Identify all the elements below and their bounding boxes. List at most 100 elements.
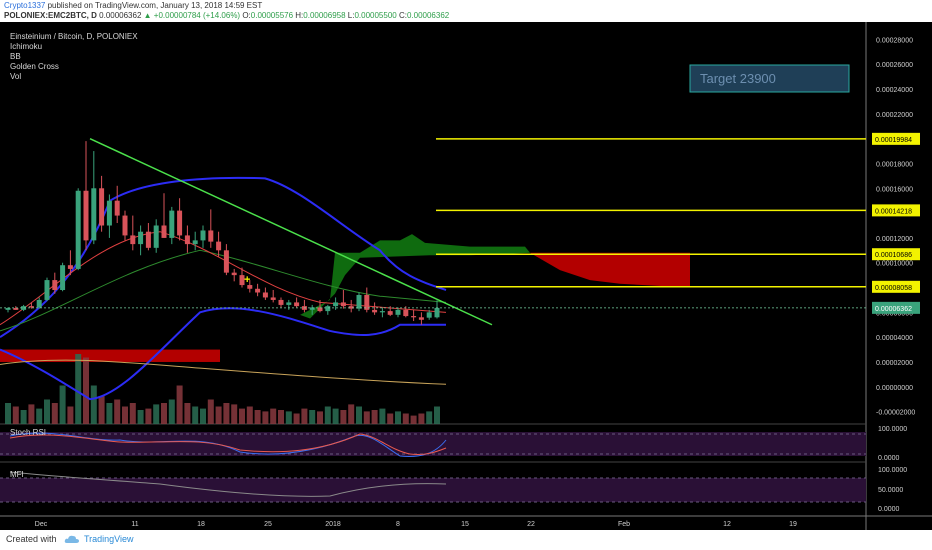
mfi-tick: 0.0000 bbox=[878, 506, 900, 513]
volume-bar bbox=[309, 410, 316, 424]
volume-bar bbox=[137, 410, 144, 424]
x-tick-label: Dec bbox=[35, 521, 48, 528]
candle-body bbox=[192, 240, 198, 245]
close-label: C: bbox=[398, 11, 407, 20]
x-tick-label: 19 bbox=[789, 521, 797, 528]
high-value: 0.00006958 bbox=[303, 11, 346, 20]
price-change: +0.00000784 (+14.06%) bbox=[153, 11, 241, 20]
volume-bar bbox=[262, 411, 269, 424]
volume-bar bbox=[129, 403, 136, 424]
ichimoku-cloud-old bbox=[0, 349, 220, 362]
candle-body bbox=[36, 299, 42, 308]
y-tick-label: 0.00000000 bbox=[876, 385, 913, 392]
price-level-label: 0.00019984 bbox=[875, 137, 912, 144]
price-level-tag bbox=[872, 204, 920, 217]
candle-body bbox=[387, 311, 393, 315]
volume-bar bbox=[285, 411, 292, 424]
publish-line: Crypto1337 published on TradingView.com,… bbox=[4, 1, 262, 10]
volume-bar bbox=[356, 406, 362, 424]
candle-body bbox=[294, 302, 300, 307]
high-label: H: bbox=[295, 11, 304, 20]
volume-bar bbox=[379, 408, 386, 424]
candle-body bbox=[255, 288, 261, 293]
volume-bar bbox=[317, 411, 323, 424]
mfi-line bbox=[9, 471, 447, 497]
candle-body bbox=[138, 231, 144, 245]
y-tick-label: 0.00018000 bbox=[876, 161, 913, 168]
y-tick-label: 0.00012000 bbox=[876, 236, 913, 243]
up-arrow-icon: ▲ bbox=[143, 11, 152, 20]
price-level-label: 0.00008058 bbox=[875, 285, 912, 292]
open-value: 0.00005576 bbox=[250, 11, 294, 20]
footer: Created with TradingView bbox=[0, 530, 932, 550]
legend-title: Einsteinium / Bitcoin, D, POLONIEX bbox=[10, 32, 138, 41]
last-price-label: 0.00006362 bbox=[875, 306, 912, 313]
candle-body bbox=[106, 200, 112, 226]
mfi-band bbox=[0, 478, 866, 502]
ohlc-line: POLONIEX:EMC2BTC, D 0.00006362 ▲ +0.0000… bbox=[4, 11, 449, 20]
volume-bar bbox=[418, 413, 425, 424]
stoch-tick: 100.0000 bbox=[878, 426, 907, 433]
legend-golden-cross[interactable]: Golden Cross bbox=[10, 62, 59, 71]
price-level-tag bbox=[872, 132, 920, 145]
candle-body bbox=[208, 230, 214, 242]
last-price-tag bbox=[872, 301, 920, 314]
volume-bar bbox=[200, 408, 206, 424]
volume-bar bbox=[122, 406, 128, 424]
candle-body bbox=[239, 275, 245, 286]
volume-bar bbox=[254, 410, 261, 424]
legend-bb[interactable]: BB bbox=[10, 52, 21, 61]
price-chart[interactable]: 0.00028000 0.00026000 0.00024000 0.00022000… bbox=[0, 22, 932, 530]
volume-bar bbox=[98, 396, 105, 424]
volume-bar bbox=[301, 408, 308, 424]
price-level-tag bbox=[872, 248, 920, 261]
mfi-tick: 50.0000 bbox=[878, 487, 903, 494]
price-level-tag bbox=[872, 280, 920, 293]
candle-body bbox=[216, 241, 222, 251]
candle-body bbox=[418, 317, 424, 320]
legend-ichimoku[interactable]: Ichimoku bbox=[10, 42, 43, 51]
volume-bar bbox=[402, 413, 409, 424]
open-label: O: bbox=[242, 11, 251, 20]
volume-bar bbox=[67, 406, 74, 424]
candle-body bbox=[278, 299, 284, 305]
candle-body bbox=[122, 215, 128, 236]
volume-bar bbox=[395, 411, 401, 424]
price-level-label: 0.00010686 bbox=[875, 252, 912, 259]
volume-bar bbox=[59, 385, 66, 424]
x-tick-label: 25 bbox=[264, 521, 272, 528]
candle-body bbox=[231, 272, 237, 276]
volume-bar bbox=[207, 399, 214, 424]
author-link[interactable]: Crypto1337 bbox=[4, 1, 46, 10]
chart-area[interactable]: 0.00028000 0.00026000 0.00024000 0.00022000… bbox=[0, 22, 932, 530]
tradingview-brand[interactable]: TradingView bbox=[84, 534, 134, 544]
candle-body bbox=[44, 280, 50, 300]
candle-body bbox=[177, 210, 183, 236]
y-tick-label: 0.00022000 bbox=[876, 112, 913, 119]
candle-body bbox=[395, 309, 401, 315]
candle-body bbox=[153, 225, 159, 248]
volume-bar bbox=[348, 404, 355, 424]
y-tick-label: 0.00024000 bbox=[876, 87, 913, 94]
candle-body bbox=[5, 308, 11, 310]
y-tick-label: 0.00004000 bbox=[876, 335, 913, 342]
x-tick-label: 18 bbox=[197, 521, 205, 528]
volume-bar bbox=[75, 354, 82, 424]
candle-body bbox=[333, 302, 339, 307]
candle-body bbox=[348, 306, 354, 309]
close-value: 0.00006362 bbox=[406, 11, 450, 20]
x-tick-label: 15 bbox=[461, 521, 469, 528]
volume-bar bbox=[434, 406, 440, 424]
candle-body bbox=[52, 280, 58, 291]
volume-bar bbox=[90, 385, 97, 424]
volume-bar bbox=[270, 408, 277, 424]
x-tick-label: 2018 bbox=[325, 521, 341, 528]
volume-bar bbox=[168, 399, 175, 424]
candle-body bbox=[200, 230, 206, 241]
legend-vol[interactable]: Vol bbox=[10, 72, 22, 81]
volume-bar bbox=[44, 399, 50, 424]
candle-body bbox=[21, 306, 27, 310]
mfi-label: MFI bbox=[10, 470, 24, 479]
mfi-tick: 100.0000 bbox=[878, 467, 907, 474]
candle-body bbox=[223, 250, 229, 273]
